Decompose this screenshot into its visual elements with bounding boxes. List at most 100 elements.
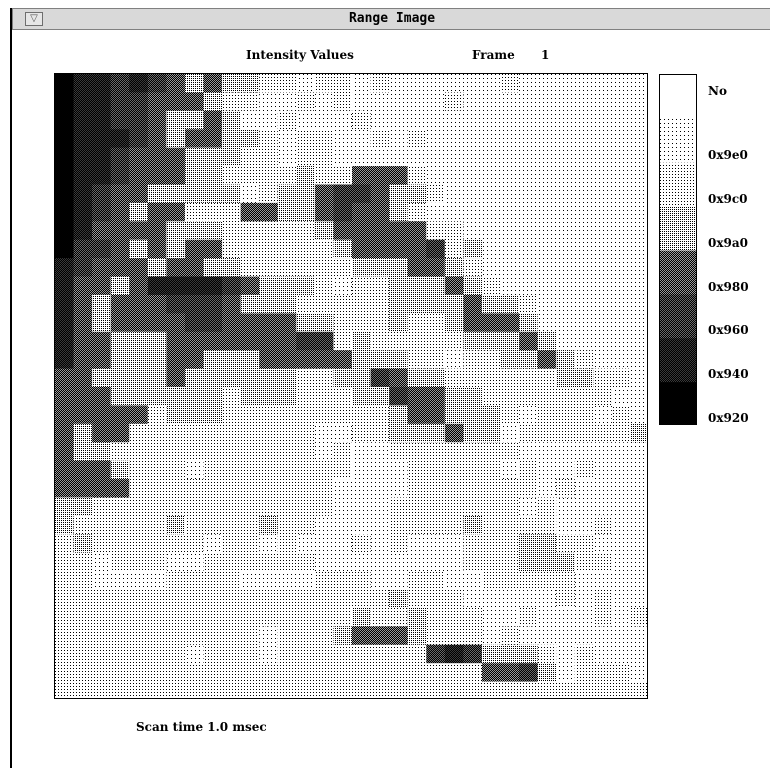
- grid-cell: [352, 405, 372, 425]
- grid-cell: [73, 166, 93, 185]
- grid-cell: [630, 607, 647, 627]
- grid-cell: [611, 350, 631, 370]
- grid-cell: [259, 681, 279, 698]
- grid-cell: [184, 663, 204, 683]
- window-menu-button[interactable]: ▽: [25, 12, 43, 26]
- grid-cell: [296, 313, 316, 333]
- grid-cell: [259, 239, 279, 259]
- grid-cell: [370, 368, 390, 388]
- grid-cell: [426, 644, 446, 664]
- grid-cell: [129, 368, 149, 388]
- grid-cell: [519, 147, 539, 167]
- grid-cell: [240, 276, 260, 296]
- grid-cell: [129, 571, 149, 591]
- grid-cell: [389, 110, 409, 130]
- grid-cell: [147, 571, 167, 591]
- grid-cell: [129, 202, 149, 222]
- grid-cell: [389, 258, 409, 278]
- grid-cell: [556, 442, 576, 462]
- grid-cell: [519, 258, 539, 278]
- grid-cell: [444, 166, 464, 185]
- grid-cell: [203, 479, 223, 498]
- grid-cell: [593, 331, 613, 351]
- triangle-down-icon: ▽: [30, 13, 38, 24]
- grid-cell: [129, 423, 149, 443]
- grid-cell: [407, 423, 427, 443]
- grid-cell: [574, 202, 594, 222]
- grid-cell: [444, 331, 464, 351]
- grid-cell: [407, 221, 427, 241]
- legend-label: 0x9a0: [708, 235, 748, 250]
- grid-cell: [166, 626, 186, 646]
- grid-cell: [203, 497, 223, 517]
- grid-cell: [519, 350, 539, 370]
- grid-cell: [314, 350, 334, 370]
- grid-cell: [630, 74, 647, 93]
- grid-cell: [277, 129, 297, 149]
- grid-cell: [73, 147, 93, 167]
- grid-cell: [481, 202, 501, 222]
- grid-cell: [222, 681, 242, 698]
- grid-cell: [240, 147, 260, 167]
- grid-cell: [147, 663, 167, 683]
- grid-cell: [92, 258, 112, 278]
- grid-cell: [444, 129, 464, 149]
- legend-label: 0x9c0: [708, 191, 748, 206]
- grid-cell: [389, 626, 409, 646]
- grid-cell: [481, 221, 501, 241]
- grid-cell: [333, 202, 353, 222]
- grid-cell: [537, 129, 557, 149]
- grid-cell: [333, 607, 353, 627]
- grid-cell: [481, 258, 501, 278]
- grid-cell: [166, 166, 186, 185]
- grid-cell: [92, 110, 112, 130]
- grid-cell: [222, 276, 242, 296]
- grid-cell: [166, 276, 186, 296]
- grid-cell: [73, 276, 93, 296]
- grid-cell: [73, 387, 93, 406]
- grid-cell: [500, 423, 520, 443]
- grid-cell: [426, 313, 446, 333]
- grid-cell: [184, 442, 204, 462]
- grid-cell: [519, 184, 539, 204]
- grid-cell: [314, 497, 334, 517]
- grid-cell: [481, 147, 501, 167]
- grid-cell: [110, 147, 130, 167]
- grid-cell: [519, 442, 539, 462]
- grid-cell: [203, 368, 223, 388]
- grid-cell: [222, 368, 242, 388]
- grid-cell: [222, 350, 242, 370]
- grid-cell: [500, 534, 520, 554]
- grid-cell: [500, 294, 520, 314]
- grid-cell: [55, 74, 75, 93]
- grid-cell: [426, 368, 446, 388]
- grid-cell: [481, 607, 501, 627]
- grid-cell: [222, 294, 242, 314]
- grid-cell: [110, 368, 130, 388]
- grid-cell: [240, 258, 260, 278]
- grid-cell: [240, 515, 260, 535]
- grid-cell: [259, 166, 279, 185]
- grid-cell: [92, 184, 112, 204]
- grid-cell: [389, 515, 409, 535]
- grid-cell: [630, 644, 647, 664]
- grid-cell: [630, 221, 647, 241]
- grid-cell: [222, 74, 242, 93]
- grid-cell: [110, 607, 130, 627]
- intensity-image-plot[interactable]: [54, 73, 648, 699]
- grid-cell: [259, 110, 279, 130]
- grid-cell: [129, 589, 149, 609]
- grid-cell: [463, 552, 483, 572]
- grid-cell: [259, 644, 279, 664]
- grid-cell: [184, 92, 204, 112]
- grid-cell: [55, 129, 75, 149]
- grid-cell: [333, 589, 353, 609]
- legend-swatch: [660, 206, 696, 252]
- grid-cell: [129, 515, 149, 535]
- grid-cell: [407, 368, 427, 388]
- grid-cell: [593, 202, 613, 222]
- grid-cell: [184, 423, 204, 443]
- grid-cell: [537, 644, 557, 664]
- title-bar[interactable]: ▽ Range Image: [12, 8, 770, 30]
- grid-cell: [352, 350, 372, 370]
